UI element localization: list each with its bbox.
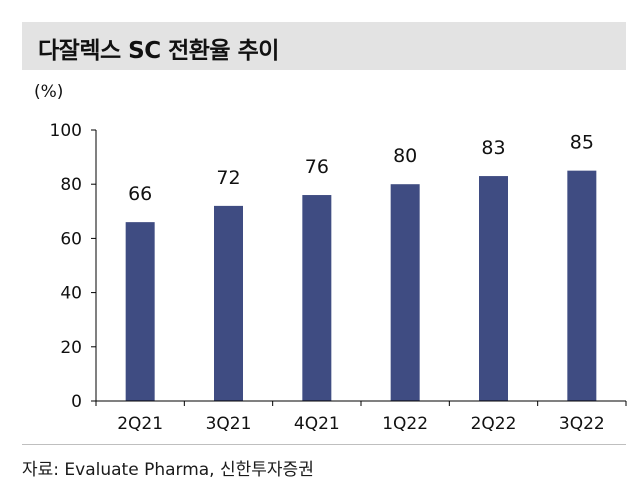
bar-2Q21 [125, 222, 155, 401]
source-note: 자료: Evaluate Pharma, 신한투자증권 [22, 460, 314, 480]
y-unit-label: (%) [34, 82, 63, 102]
y-tick-label: 0 [71, 392, 82, 412]
page-title: 다잘렉스 SC 전환율 추이 [38, 38, 279, 64]
bar-4Q21 [302, 195, 332, 401]
data-label-1Q22: 80 [393, 145, 417, 167]
bar-3Q21 [214, 205, 243, 401]
y-tick-label: 60 [60, 229, 82, 249]
y-tick-label: 40 [60, 284, 82, 304]
x-category-label: 3Q22 [559, 414, 605, 434]
bar-2Q22 [479, 176, 508, 401]
y-tick-label: 100 [50, 121, 82, 141]
data-label-2Q21: 66 [128, 183, 152, 205]
data-label-2Q22: 83 [481, 137, 505, 159]
bar-1Q22 [390, 184, 420, 401]
x-category-label: 3Q21 [206, 414, 252, 434]
bar-3Q22 [567, 170, 597, 401]
source-divider [22, 444, 626, 445]
x-category-label: 2Q21 [117, 414, 163, 434]
y-tick-label: 20 [60, 338, 82, 358]
title-bar: 다잘렉스 SC 전환율 추이 [22, 22, 626, 70]
x-category-label: 4Q21 [294, 414, 340, 434]
x-category-label: 1Q22 [382, 414, 428, 434]
x-category-label: 2Q22 [471, 414, 517, 434]
data-label-4Q21: 76 [305, 156, 329, 178]
data-label-3Q22: 85 [570, 132, 594, 154]
data-label-3Q21: 72 [216, 167, 240, 189]
y-tick-label: 80 [60, 175, 82, 195]
